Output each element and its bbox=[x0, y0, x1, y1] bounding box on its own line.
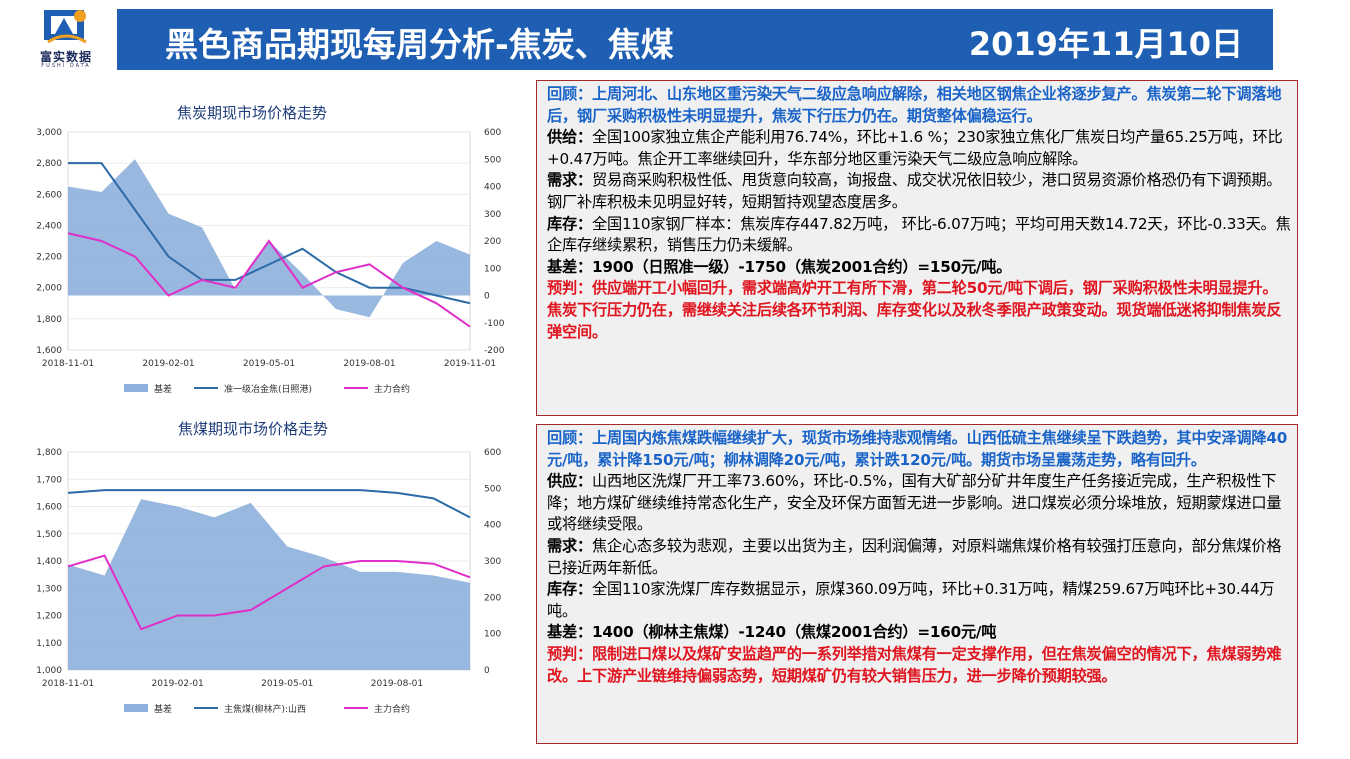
coke-basis: 基差：1900（日照准一级）-1750（焦炭2001合约）=150元/吨。 bbox=[547, 257, 1012, 276]
coke-review: 回顾：上周河北、山东地区重污染天气二级应急响应解除，相关地区钢焦企业将逐步复产。… bbox=[547, 85, 1282, 125]
coal-right-tick: 300 bbox=[484, 557, 501, 567]
coke-demand-label: 需求： bbox=[547, 171, 592, 190]
coal-right-tick: 600 bbox=[484, 448, 501, 458]
coal-x-tick: 2018-11-01 bbox=[42, 679, 94, 689]
coke-right-tick: 600 bbox=[484, 128, 501, 138]
coal-left-tick: 1,700 bbox=[36, 475, 62, 485]
coke-left-tick: 2,400 bbox=[36, 221, 62, 231]
coal-legend-label: 主焦煤(柳林产):山西 bbox=[224, 703, 306, 715]
coke-right-tick: 200 bbox=[484, 237, 501, 247]
coal-series-line-1 bbox=[67, 489, 471, 519]
coke-legend-swatch bbox=[124, 384, 148, 392]
logo-mark-icon bbox=[44, 10, 87, 44]
coal-left-tick: 1,800 bbox=[36, 448, 62, 458]
coke-left-tick: 2,600 bbox=[36, 190, 62, 200]
coke-forecast: 预判：供应端开工小幅回升，需求端高炉开工有所下滑，第二轮50元/吨下调后，钢厂采… bbox=[547, 279, 1282, 341]
coal-supply-text: 山西地区洗煤厂开工率73.60%，环比-0.5%，国有大矿部分矿井年度生产任务接… bbox=[547, 472, 1282, 534]
coal-left-tick: 1,000 bbox=[36, 666, 62, 676]
report-date: 2019年11月10日 bbox=[968, 25, 1243, 63]
coke-supply-text: 全国100家独立焦企产能利用76.74%，环比+1.6 %；230家独立焦化厂焦… bbox=[547, 128, 1283, 168]
coke-series-line-2 bbox=[67, 232, 471, 328]
coke-right-tick: 0 bbox=[484, 292, 490, 302]
coke-chart-title: 焦炭期现市场价格走势 bbox=[177, 104, 328, 122]
coke-x-tick: 2019-08-01 bbox=[343, 359, 395, 369]
coke-right-tick: 400 bbox=[484, 183, 501, 193]
coke-demand-text: 贸易商采购积极性低、甩货意向较高，询报盘、成交状况依旧较少，港口贸易资源价格恐仍… bbox=[547, 171, 1282, 211]
coke-analysis-panel: 回顾：上周河北、山东地区重污染天气二级应急响应解除，相关地区钢焦企业将逐步复产。… bbox=[536, 80, 1298, 416]
coal-demand-label: 需求： bbox=[547, 536, 592, 555]
coal-basis: 基差：1400（柳林主焦煤）-1240（焦煤2001合约）=160元/吨 bbox=[547, 623, 997, 642]
page-title: 黑色商品期现每周分析-焦炭、焦煤 bbox=[165, 25, 674, 64]
logo-name: 富实数据 bbox=[39, 50, 92, 64]
coal-left-tick: 1,100 bbox=[36, 639, 62, 649]
coke-left-tick: 2,000 bbox=[36, 284, 62, 294]
coal-x-tick: 2019-02-01 bbox=[151, 679, 203, 689]
coal-left-tick: 1,400 bbox=[36, 557, 62, 567]
company-logo: 富实数据 FUSHI DATA bbox=[14, 8, 118, 69]
coke-left-tick: 2,800 bbox=[36, 159, 62, 169]
logo-subtitle: FUSHI DATA bbox=[41, 63, 91, 69]
coal-chart-title: 焦煤期现市场价格走势 bbox=[178, 420, 329, 438]
coal-review: 回顾：上周国内炼焦煤跌幅继续扩大，现货市场维持悲观情绪。山西低硫主焦继续呈下跌趋… bbox=[547, 429, 1288, 469]
coal-right-tick: 0 bbox=[484, 666, 490, 676]
coke-right-tick: 100 bbox=[484, 264, 501, 274]
coal-right-tick: 200 bbox=[484, 593, 501, 603]
coal-x-tick: 2019-08-01 bbox=[371, 679, 423, 689]
coal-right-tick: 500 bbox=[484, 484, 501, 494]
coke-right-tick: 300 bbox=[484, 210, 501, 220]
header-bar: 黑色商品期现每周分析-焦炭、焦煤 2019年11月10日 bbox=[117, 9, 1273, 70]
coke-x-tick: 2019-11-01 bbox=[444, 359, 496, 369]
coal-right-tick: 100 bbox=[484, 630, 501, 640]
coal-series-line-2 bbox=[67, 554, 471, 631]
coke-right-tick: -100 bbox=[484, 319, 505, 329]
coke-basis-area bbox=[68, 159, 470, 318]
coal-left-tick: 1,300 bbox=[36, 584, 62, 594]
coal-analysis-panel: 回顾：上周国内炼焦煤跌幅继续扩大，现货市场维持悲观情绪。山西低硫主焦继续呈下跌趋… bbox=[536, 424, 1298, 744]
coal-left-tick: 1,200 bbox=[36, 612, 62, 622]
coke-stock: 库存：全国110家钢厂样本：焦炭库存447.82万吨， 环比-6.07万吨；平均… bbox=[547, 214, 1291, 257]
coal-stock-label: 库存： bbox=[547, 580, 592, 599]
coke-left-tick: 1,600 bbox=[36, 346, 62, 356]
coke-x-tick: 2019-05-01 bbox=[243, 359, 295, 369]
coal-price-chart: 1,800 1,700 1,600 1,500 1,400 1,300 1,200 1,100… bbox=[36, 448, 501, 715]
coal-legend-swatch bbox=[124, 704, 148, 712]
coal-left-tick: 1,500 bbox=[36, 530, 62, 540]
coal-x-tick: 2019-05-01 bbox=[261, 679, 313, 689]
coal-forecast: 预判：限制进口煤以及煤矿安监趋严的一系列举措对焦煤有一定支撑作用，但在焦炭偏空的… bbox=[547, 644, 1282, 685]
coke-legend-label: 准一级冶金焦(日照港) bbox=[224, 383, 312, 395]
coke-legend-label: 主力合约 bbox=[374, 383, 410, 395]
coke-price-chart: 3,000 2,800 2,600 2,400 2,200 2,000 1,800 1,600… bbox=[36, 128, 505, 395]
coal-demand: 需求：焦企心态多较为悲观，主要以出货为主，因利润偏薄，对原料端焦煤价格有较强打压… bbox=[547, 536, 1291, 579]
coal-left-tick: 1,600 bbox=[36, 503, 62, 513]
coke-right-tick: 500 bbox=[484, 155, 501, 165]
coal-stock-text: 全国110家洗煤厂库存数据显示，原煤360.09万吨，环比+0.31万吨，精煤2… bbox=[547, 580, 1275, 620]
coke-x-tick: 2018-11-01 bbox=[42, 359, 94, 369]
coke-demand: 需求：贸易商采购积极性低、甩货意向较高，询报盘、成交状况依旧较少，港口贸易资源价… bbox=[547, 170, 1291, 213]
coal-stock: 库存：全国110家洗煤厂库存数据显示，原煤360.09万吨，环比+0.31万吨，… bbox=[547, 579, 1291, 622]
coal-demand-text: 焦企心态多较为悲观，主要以出货为主，因利润偏薄，对原料端焦煤价格有较强打压意向，… bbox=[547, 536, 1282, 577]
coke-left-tick: 1,800 bbox=[36, 315, 62, 325]
coal-supply: 供应：山西地区洗煤厂开工率73.60%，环比-0.5%，国有大矿部分矿井年度生产… bbox=[547, 471, 1291, 536]
coal-right-tick: 400 bbox=[484, 521, 501, 531]
coke-stock-text: 全国110家钢厂样本：焦炭库存447.82万吨， 环比-6.07万吨；平均可用天… bbox=[547, 214, 1291, 255]
coal-supply-label: 供应： bbox=[547, 472, 592, 491]
coal-legend-label: 基差 bbox=[154, 703, 172, 715]
coke-x-tick: 2019-02-01 bbox=[142, 359, 194, 369]
coke-stock-label: 库存： bbox=[547, 214, 592, 233]
coal-legend-label: 主力合约 bbox=[374, 703, 410, 715]
coke-left-tick: 2,200 bbox=[36, 253, 62, 263]
coke-left-tick: 3,000 bbox=[36, 128, 62, 138]
coke-supply-label: 供给： bbox=[547, 128, 592, 147]
coke-right-tick: -200 bbox=[484, 346, 505, 356]
coke-supply: 供给：全国100家独立焦企产能利用76.74%，环比+1.6 %；230家独立焦… bbox=[547, 127, 1291, 170]
coke-legend-label: 基差 bbox=[154, 383, 172, 395]
coal-basis-area bbox=[68, 499, 470, 670]
